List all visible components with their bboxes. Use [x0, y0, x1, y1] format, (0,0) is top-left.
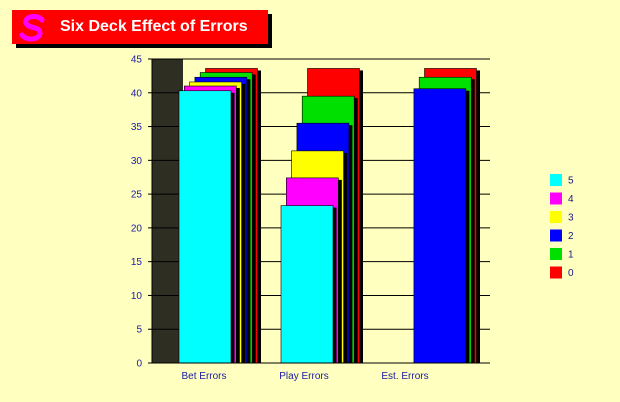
- bar-side: [246, 79, 251, 364]
- legend-item: 2: [550, 229, 574, 242]
- y-tick-label: 15: [131, 257, 143, 268]
- x-axis-labels: Bet Errors Play Errors Est. Errors: [181, 371, 428, 382]
- y-tick-label: 45: [131, 55, 143, 66]
- bar-side: [257, 70, 261, 364]
- y-tick-label: 5: [136, 325, 142, 336]
- legend-swatch: [550, 266, 562, 279]
- legend: 5 4 3 2 1 0: [550, 174, 574, 279]
- legend-item: 4: [550, 192, 574, 205]
- logo-icon: [19, 14, 45, 42]
- bar-side: [231, 92, 235, 364]
- bar-face: [280, 205, 334, 364]
- y-tick-label: 25: [131, 190, 143, 201]
- bar-side: [241, 83, 246, 364]
- bar-side: [236, 88, 240, 364]
- y-axis-ticks: 0 5 10 15 20 25 30 35 40 45: [131, 55, 152, 370]
- bar-side: [465, 90, 470, 364]
- legend-swatch: [550, 248, 562, 260]
- y-tick-label: 40: [131, 88, 143, 99]
- y-tick-label: 30: [131, 156, 143, 167]
- legend-item: 5: [550, 174, 574, 187]
- legend-swatch: [550, 174, 562, 186]
- y-tick-label: 10: [131, 291, 143, 302]
- legend-swatch: [550, 192, 562, 205]
- y-tick-label: 0: [136, 359, 142, 370]
- bar: [413, 88, 470, 364]
- bar-side: [343, 152, 348, 363]
- legend-item: 1: [550, 248, 574, 261]
- bar: [280, 205, 337, 364]
- bar-side: [471, 79, 475, 364]
- axes: [151, 59, 490, 364]
- bar-side: [333, 207, 337, 363]
- legend-label: 4: [568, 194, 574, 205]
- bar-side: [359, 70, 363, 364]
- bar: [178, 90, 235, 364]
- bar-side: [348, 125, 353, 363]
- chart-title: Six Deck Effect of Errors: [60, 18, 248, 35]
- legend-label: 3: [568, 213, 574, 224]
- y-tick-label: 35: [131, 122, 143, 133]
- x-tick-label: Play Errors: [279, 371, 328, 382]
- plot-side-wall: [152, 59, 183, 363]
- bar-face: [178, 90, 232, 364]
- bar-side: [354, 98, 358, 364]
- legend-label: 0: [568, 268, 574, 279]
- bars: [178, 68, 480, 364]
- legend-label: 5: [568, 176, 574, 187]
- legend-swatch: [550, 229, 562, 242]
- legend-label: 1: [568, 250, 574, 261]
- y-tick-label: 20: [131, 223, 143, 234]
- plot-back-wall: [152, 59, 183, 363]
- legend-item: 3: [550, 211, 574, 224]
- legend-item: 0: [550, 266, 574, 279]
- x-tick-label: Est. Errors: [381, 371, 428, 382]
- bar-side: [338, 179, 342, 363]
- bar-side: [252, 74, 256, 363]
- chart-title-box: Six Deck Effect of Errors: [12, 10, 268, 44]
- legend-swatch: [550, 211, 562, 223]
- legend-label: 2: [568, 231, 574, 242]
- bar-face: [413, 88, 467, 364]
- x-tick-label: Bet Errors: [181, 371, 226, 382]
- bar-side: [476, 70, 480, 364]
